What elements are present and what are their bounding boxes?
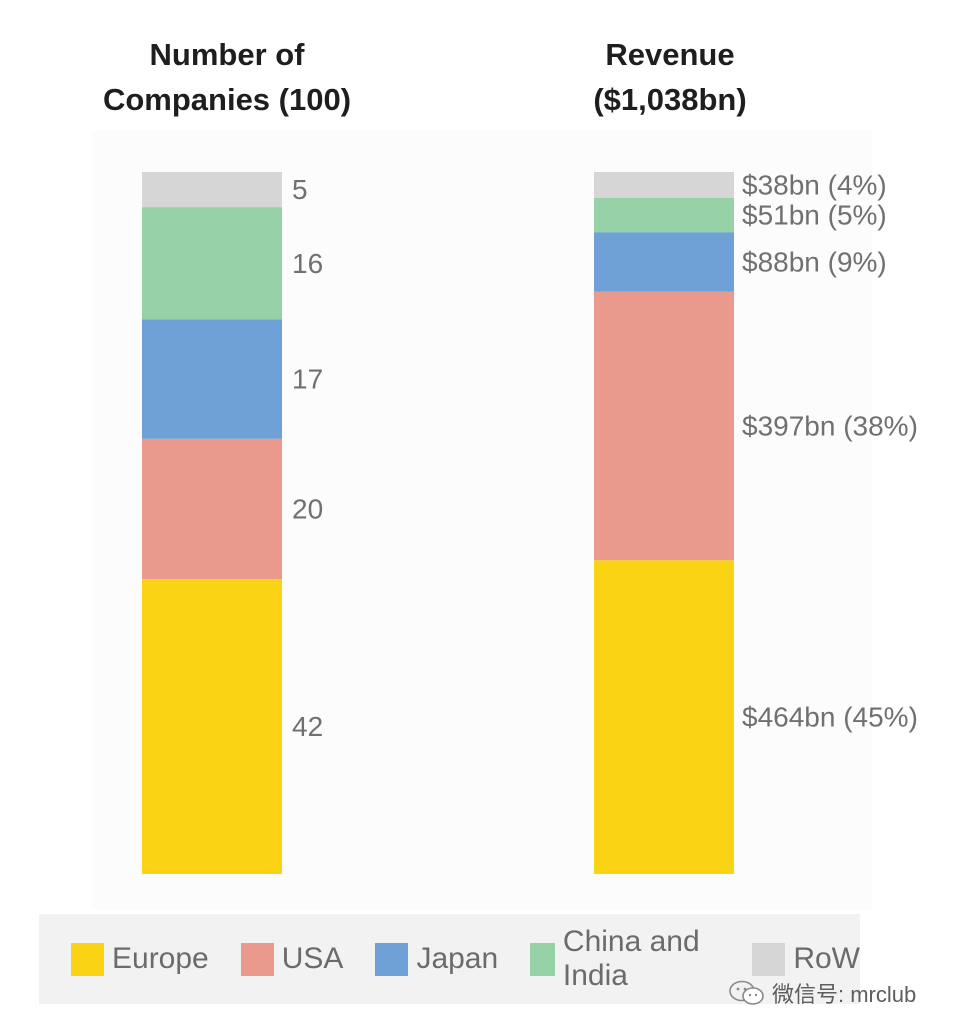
bar-segment-china-and-india — [594, 197, 734, 233]
data-label-china-and-india: $51bn (5%) — [742, 199, 887, 230]
legend-item-japan: Japan — [375, 942, 498, 976]
bar-segment-europe — [142, 579, 282, 874]
legend-swatch-japan — [375, 942, 409, 976]
legend-label: USA — [281, 942, 344, 975]
legend-label: Europe — [112, 942, 209, 975]
legend-swatch-europe — [71, 942, 104, 976]
bar-segment-china-and-india — [142, 207, 282, 320]
bar-segment-japan — [594, 232, 734, 292]
legend-label: China and India — [562, 925, 700, 992]
data-label-row: 5 — [292, 174, 308, 205]
legend-swatch-usa — [240, 942, 274, 976]
legend-swatch-china-and-india — [530, 942, 555, 976]
wechat-icon — [729, 980, 764, 1005]
legend-label: RoW — [793, 942, 860, 975]
bar-segment-japan — [142, 319, 282, 439]
data-label-usa: 20 — [292, 493, 323, 524]
data-label-europe: 42 — [292, 711, 323, 742]
data-label-usa: $397bn (38%) — [742, 410, 918, 441]
legend: Europe USA Japan China and India RoW — [39, 914, 860, 1004]
data-label-row: $38bn (4%) — [742, 169, 887, 200]
bar-segment-row — [142, 172, 282, 208]
legend-item-china-and-india: China and India — [530, 925, 720, 993]
companies-stacked-bar: 42 20 17 16 5 — [142, 172, 323, 874]
watermark: 微信号: mrclub — [728, 978, 916, 1008]
data-label-japan: $88bn (9%) — [742, 246, 887, 277]
legend-label: Japan — [416, 942, 499, 975]
companies-chart-title: Number of Companies (100) — [102, 37, 352, 117]
legend-item-row: RoW — [752, 942, 860, 976]
watermark-text: 微信号: mrclub — [772, 982, 917, 1007]
revenue-chart-title: Revenue ($1,038bn) — [593, 37, 747, 117]
legend-swatch-row — [752, 942, 786, 976]
legend-item-usa: USA — [240, 942, 344, 976]
bar-segment-usa — [594, 291, 734, 561]
stacked-bar-charts: 42 20 17 16 5 $464bn (45%) $397bn (38%) $88bn … — [142, 169, 918, 874]
data-label-europe: $464bn (45%) — [742, 702, 918, 733]
bar-segment-row — [594, 172, 734, 198]
data-label-china-and-india: 16 — [292, 248, 323, 279]
legend-item-europe: Europe — [71, 942, 209, 976]
revenue-stacked-bar: $464bn (45%) $397bn (38%) $88bn (9%) $51bn … — [594, 169, 918, 874]
bar-segment-europe — [594, 560, 734, 874]
bar-segment-usa — [142, 438, 282, 580]
data-label-japan: 17 — [292, 364, 323, 395]
